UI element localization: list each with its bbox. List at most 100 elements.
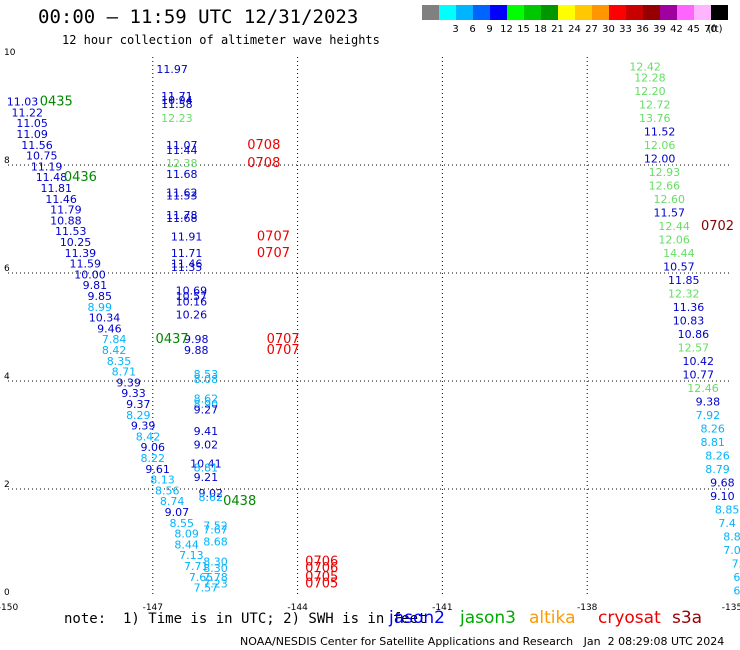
y-tick-label: 8 xyxy=(4,156,10,166)
wave-height-value: 9.37 xyxy=(126,398,151,411)
wave-height-value: 8.26 xyxy=(705,449,730,462)
color-swatch xyxy=(507,5,524,20)
color-swatch xyxy=(626,5,643,20)
wave-height-value: 8.56 xyxy=(155,484,180,497)
wave-height-value: 12.46 xyxy=(687,382,719,395)
pass-time-label: 0706 xyxy=(305,555,338,570)
color-scale-label: 45 xyxy=(687,24,700,35)
pass-time-label: 0438 xyxy=(223,494,256,509)
x-tick-label: -138 xyxy=(577,603,598,610)
wave-height-value: 9.27 xyxy=(194,403,219,416)
wave-height-value: 8.68 xyxy=(203,536,228,549)
wave-height-value: 9.88 xyxy=(184,344,209,357)
y-tick-label: 10 xyxy=(4,48,16,58)
wave-height-value: 10.26 xyxy=(176,308,208,321)
wave-height-value: 11.52 xyxy=(644,125,676,138)
wave-height-value: 7.78 xyxy=(203,571,228,584)
wave-height-value: 12.93 xyxy=(649,166,681,179)
axis-ticks: -150 -147 -144 -141 -138 -135 0 2 4 6 8 10 xyxy=(0,48,740,610)
wave-height-value: 11.48 xyxy=(36,171,68,184)
color-scale-unit: (ft) xyxy=(707,24,723,35)
wave-height-value: 9.38 xyxy=(696,395,721,408)
wave-height-value: 9.39 xyxy=(131,420,156,433)
x-tick-label: -144 xyxy=(287,603,308,610)
wave-height-value: 12.38 xyxy=(166,157,198,170)
wave-height-value: 11.46 xyxy=(45,193,77,206)
wave-height-value: 7.57 xyxy=(194,582,219,595)
wave-height-value: 8.42 xyxy=(136,430,161,443)
y-tick-label: 4 xyxy=(4,372,10,382)
wave-height-value: 8.8 xyxy=(723,530,740,543)
wave-height-value: 9.39 xyxy=(116,376,141,389)
wave-height-value: 8.81 xyxy=(194,462,219,475)
wave-height-value: 6 xyxy=(733,584,740,597)
wave-height-value: 8.71 xyxy=(112,366,137,379)
color-scale-label: 42 xyxy=(670,24,683,35)
wave-height-value: 11.71 xyxy=(161,90,193,103)
wave-height-value: 8.99 xyxy=(87,301,112,314)
wave-height-value: 10.75 xyxy=(26,150,58,163)
footnote: note: 1) Time is in UTC; 2) SWH is in fe… xyxy=(64,611,427,627)
wave-height-value: 9.98 xyxy=(184,333,209,346)
wave-height-value: 11.05 xyxy=(16,117,48,130)
color-scale-label: 70 xyxy=(704,24,717,35)
wave-height-value: 12.00 xyxy=(644,152,676,165)
color-swatch xyxy=(592,5,609,20)
wave-height-value: 8.53 xyxy=(194,368,219,381)
wave-height-value: 8.79 xyxy=(705,463,730,476)
legend-s3a: s3a xyxy=(672,608,703,628)
wave-height-value: 11.59 xyxy=(69,258,101,271)
wave-height-value: 11.85 xyxy=(668,274,700,287)
pass-time-label: 0707 xyxy=(257,246,290,261)
wave-height-value: 11.53 xyxy=(166,190,198,203)
wave-height-value: 9.02 xyxy=(198,487,223,500)
wave-height-value: 11.78 xyxy=(166,209,198,222)
color-scale-label: 30 xyxy=(602,24,615,35)
pass-time-label: 0702 xyxy=(701,219,734,234)
pass-time-label: 0707 xyxy=(257,230,290,245)
pass-time-label: 0437 xyxy=(156,332,189,347)
color-scale-label: 24 xyxy=(568,24,581,35)
wave-height-value: 12.20 xyxy=(634,85,666,98)
pass-time-label: 0707 xyxy=(267,332,300,347)
wave-height-value: 7.65 xyxy=(189,571,214,584)
pass-time-label: 0436 xyxy=(64,170,97,185)
color-swatch xyxy=(490,5,507,20)
wave-height-value: 7.71 xyxy=(184,560,209,573)
wave-height-value: 8.44 xyxy=(174,538,199,551)
wave-height-value: 11.44 xyxy=(166,144,198,157)
wave-height-value: 12.57 xyxy=(678,341,710,354)
wave-height-value: 11.53 xyxy=(55,225,87,238)
wave-height-value: 10.83 xyxy=(673,314,705,327)
wave-height-value: 11.03 xyxy=(7,96,39,109)
time-labels: 0435043604370438070807080707070707070707… xyxy=(40,95,734,592)
wave-height-value: 9.68 xyxy=(710,476,735,489)
wave-height-value: 11.79 xyxy=(50,204,82,217)
wave-height-value: 7. xyxy=(732,557,740,570)
wave-height-value: 11.91 xyxy=(171,231,203,244)
legend-altika: altika xyxy=(529,608,576,628)
wave-height-value: 9.61 xyxy=(145,463,170,476)
wave-height-value: 12.44 xyxy=(658,220,690,233)
color-swatch xyxy=(473,5,490,20)
wave-height-value: 11.68 xyxy=(166,168,198,181)
wave-height-value: 9.10 xyxy=(710,490,735,503)
wave-height-value: 11.71 xyxy=(171,247,203,260)
wave-height-value: 9.46 xyxy=(97,322,122,335)
wave-height-value: 6 xyxy=(733,571,740,584)
y-tick-label: 6 xyxy=(4,264,10,274)
wave-height-value: 12.66 xyxy=(649,179,681,192)
wave-height-value: 10.69 xyxy=(176,285,208,298)
y-tick-label: 0 xyxy=(4,588,10,598)
wave-height-value: 11.46 xyxy=(171,258,203,271)
credit-line: NOAA/NESDIS Center for Satellite Applica… xyxy=(240,635,725,648)
wave-height-value: 12.32 xyxy=(668,287,700,300)
color-swatch xyxy=(558,5,575,20)
wave-height-value: 10.41 xyxy=(190,457,222,470)
color-scale-label: 33 xyxy=(619,24,632,35)
wave-height-value: 7.67 xyxy=(203,523,228,536)
wave-height-value: 9.21 xyxy=(194,471,219,484)
wave-height-value: 9.41 xyxy=(194,425,219,438)
wave-height-value: 8.55 xyxy=(170,517,195,530)
wave-height-value: 12.28 xyxy=(634,71,666,84)
